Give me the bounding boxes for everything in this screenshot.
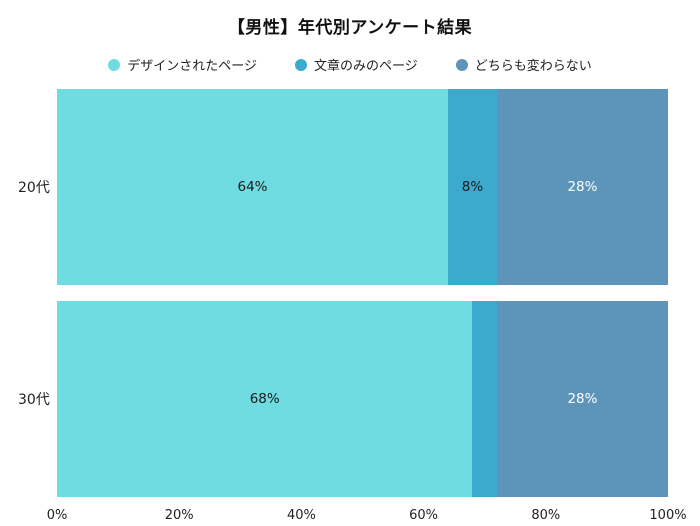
legend-item: どちらも変わらない [455, 55, 592, 74]
legend-label: デザインされたページ [127, 59, 257, 74]
legend-item: 文章のみのページ [294, 55, 418, 74]
legend-swatch-icon [455, 58, 468, 71]
legend-label: どちらも変わらない [474, 59, 592, 74]
legend: デザインされたページ 文章のみのページ どちらも変わらない [0, 55, 700, 74]
category-label: 30代 [18, 392, 50, 408]
x-tick-label: 40% [286, 508, 316, 523]
category-label: 20代 [18, 180, 50, 196]
x-tick-label: 20% [164, 508, 194, 523]
x-axis: 0% 20% 40% 60% 80% 100% [47, 508, 687, 526]
stacked-bar: 64% 8% 28% [57, 89, 668, 285]
x-tick-label: 60% [409, 508, 439, 523]
bar-segment: 8% [448, 89, 497, 285]
bar-segment: 28% [496, 89, 668, 285]
legend-swatch-icon [294, 58, 307, 71]
legend-item: デザインされたページ [108, 55, 257, 74]
bar-segment [472, 301, 497, 497]
bar-segment: 68% [57, 301, 473, 497]
bar-segment: 64% [57, 89, 449, 285]
bar-row: 20代 64% 8% 28% [0, 89, 668, 285]
bar-segment: 28% [496, 301, 668, 497]
legend-label: 文章のみのページ [313, 59, 418, 74]
stacked-bar: 68% 28% [57, 301, 668, 497]
legend-swatch-icon [108, 58, 121, 71]
x-tick-label: 100% [649, 508, 687, 523]
bar-row: 30代 68% 28% [0, 301, 668, 497]
x-tick-label: 80% [531, 508, 561, 523]
plot-area: 20代 64% 8% 28% 30代 68% 28% [0, 89, 700, 497]
x-tick-label: 0% [46, 508, 68, 523]
chart-title: 【男性】年代別アンケート結果 [227, 18, 473, 38]
